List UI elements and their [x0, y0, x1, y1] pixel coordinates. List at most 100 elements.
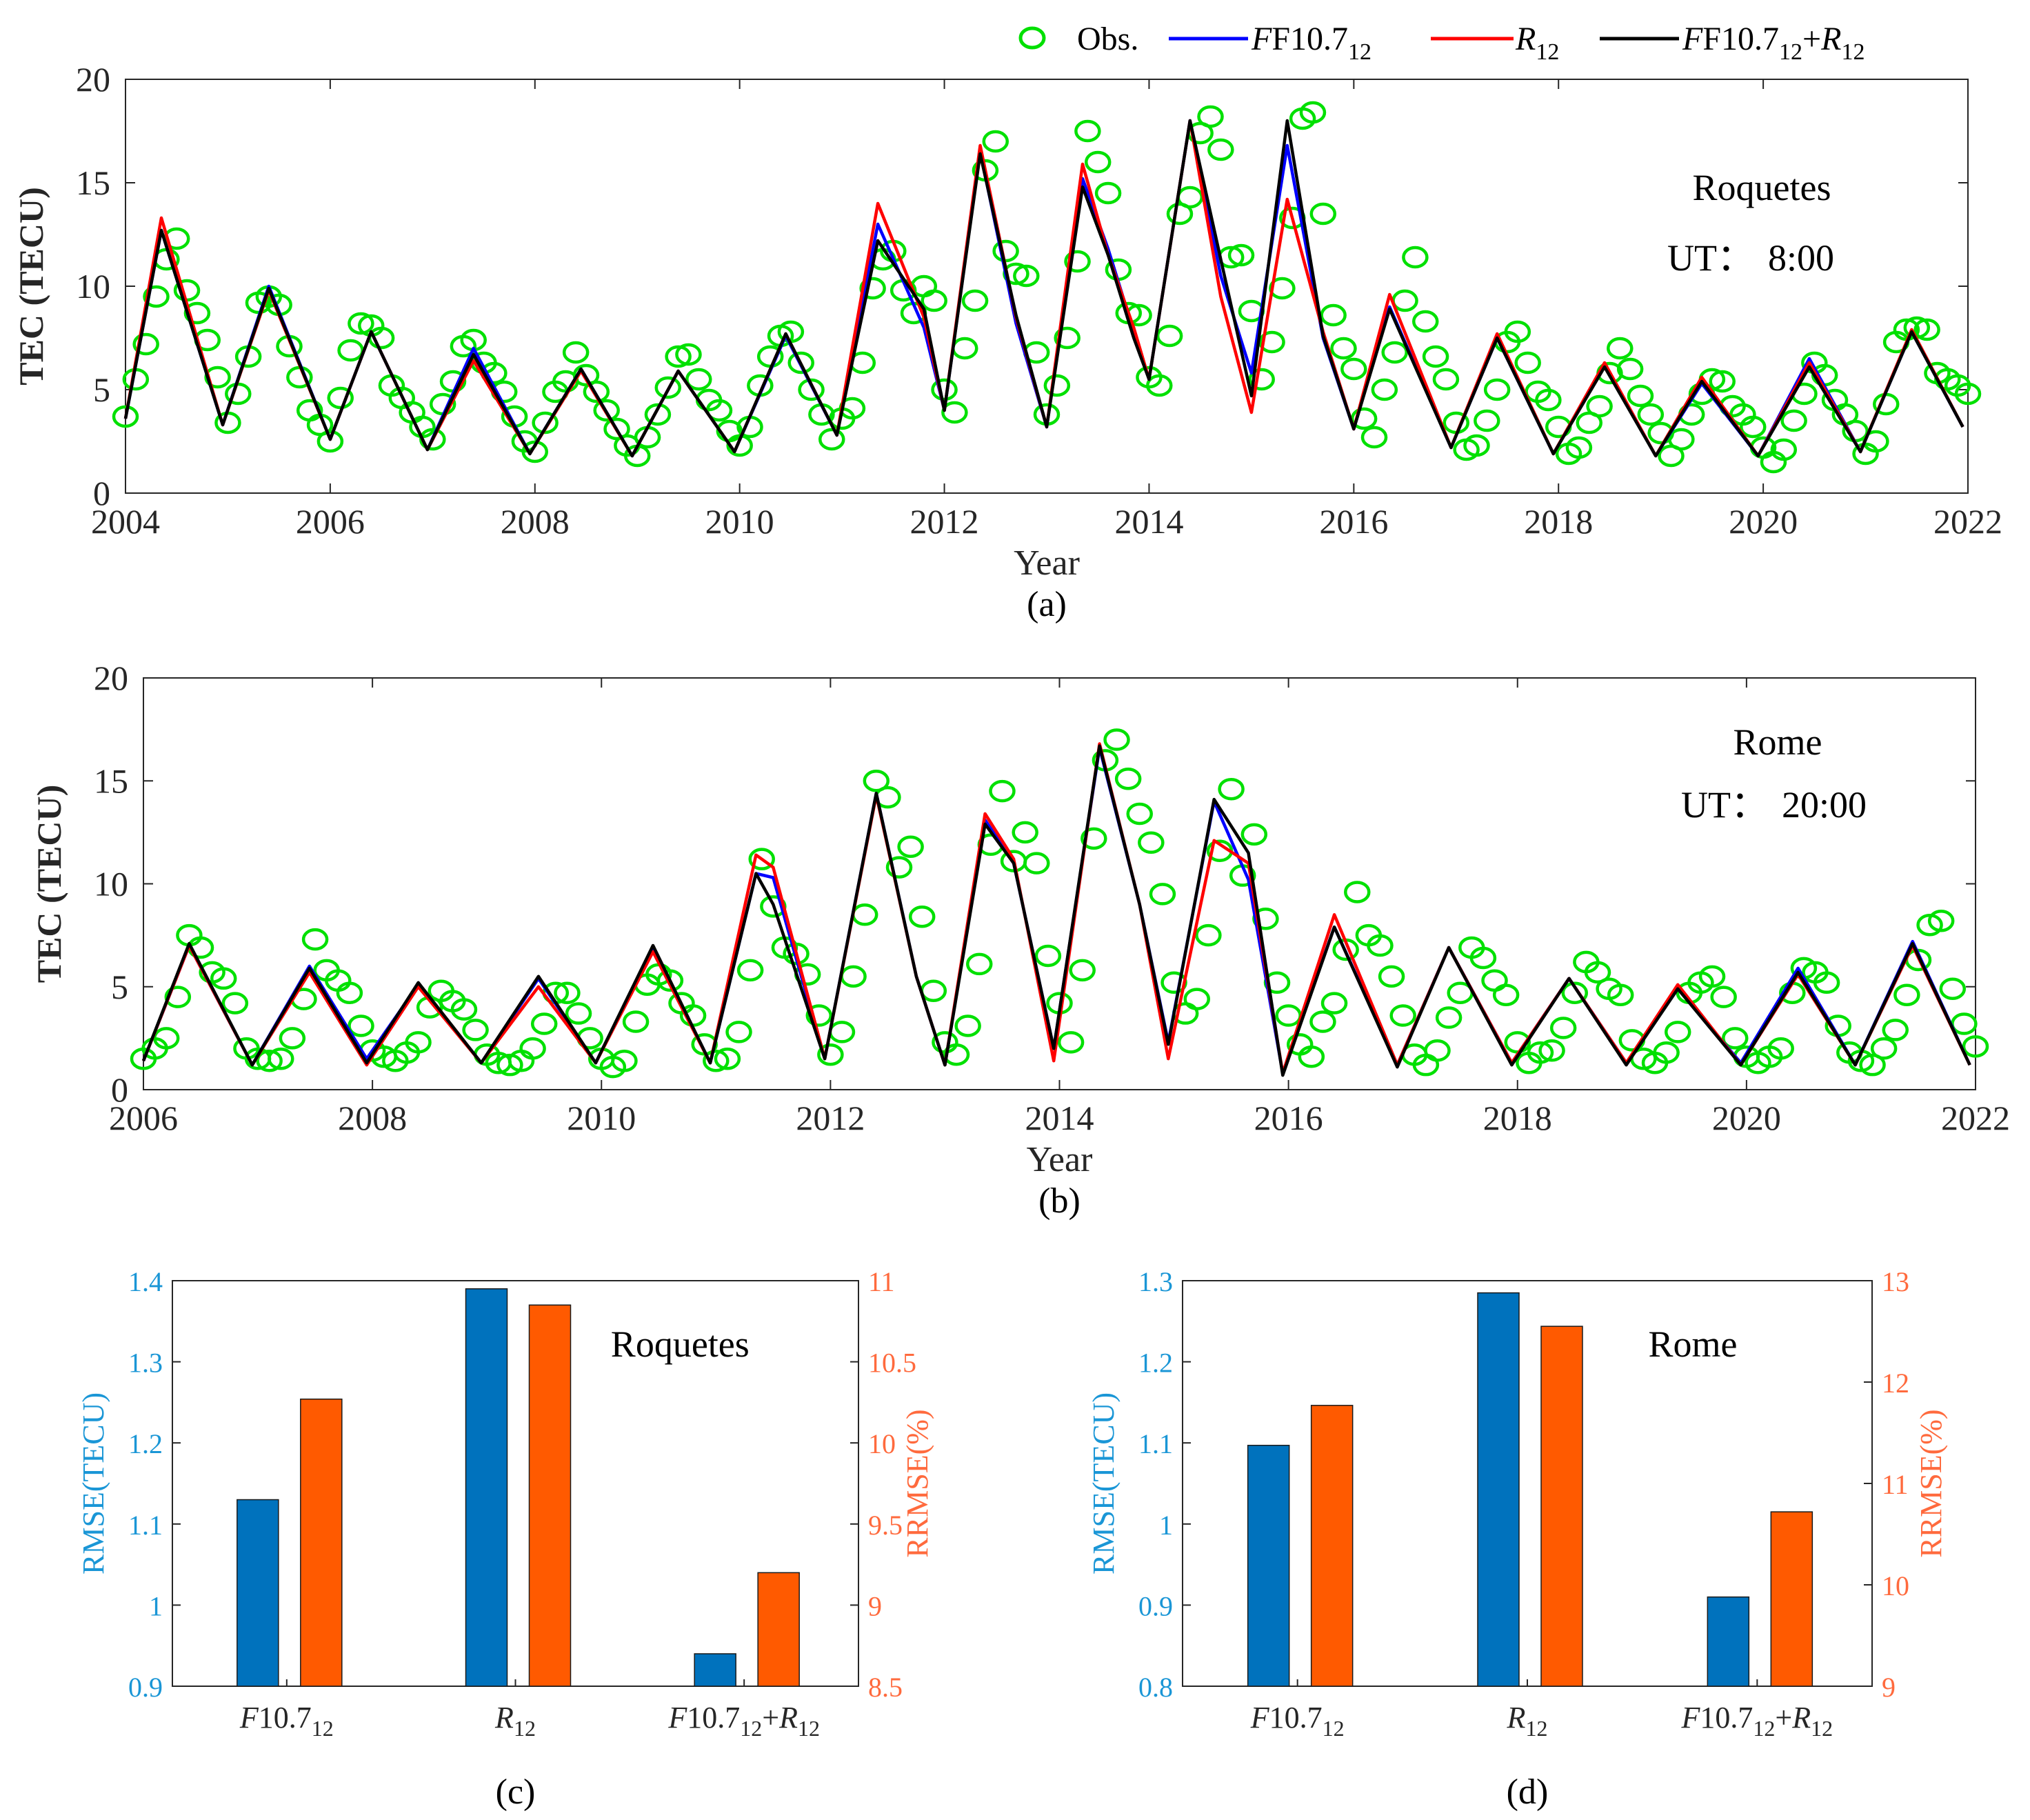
y-tick-label: 0 [111, 1070, 128, 1109]
obs-point [301, 928, 329, 951]
obs-point [336, 981, 363, 1004]
x-tick-label-part: 10.7 [1700, 1701, 1753, 1734]
obs-point [1402, 246, 1429, 269]
legend: Obs. FF10.712 R12 FF10.712+R12 [1018, 21, 1865, 65]
y-axis-label-right: RRMSE(%) [1914, 1409, 1948, 1557]
obs-point [1057, 1031, 1085, 1054]
x-tick-label-part: 12 [514, 1716, 536, 1741]
x-tick-label-part: 12 [1753, 1716, 1775, 1741]
y-tick-label-left: 1.2 [1138, 1348, 1173, 1379]
obs-point [1584, 961, 1611, 984]
y-tick-label-right: 10.5 [868, 1348, 916, 1379]
obs-point [654, 376, 682, 399]
x-tick-label-part: + [1775, 1701, 1792, 1734]
obs-point [703, 1049, 730, 1072]
obs-point [1258, 330, 1285, 354]
obs-point [1549, 1017, 1577, 1039]
obs-point [1367, 934, 1394, 957]
series-line-combo [141, 744, 1971, 1077]
obs-point [817, 1043, 844, 1066]
y-tick-label-left: 0.8 [1138, 1672, 1173, 1703]
obs-point [1126, 802, 1153, 826]
obs-point [279, 1027, 306, 1050]
obs-point [1607, 983, 1634, 1006]
obs-point [1114, 768, 1142, 790]
bar-rmse [237, 1499, 279, 1687]
panel-b-line-chart: 2006 2008 2010 2012 2014 2016 2018 2020 2022 0 5 10… [30, 659, 2010, 1221]
obs-point [943, 1043, 970, 1066]
panel-caption: (c) [496, 1772, 536, 1812]
bar-rrmse [300, 1398, 343, 1687]
panel-c-bar-chart: F10.712 R12 F10.712+R120.911.11.21.31.48.5… [77, 1266, 934, 1812]
x-tick-label-part: F [1250, 1701, 1270, 1734]
obs-point [1381, 341, 1408, 364]
legend-obs-label: Obs. [1077, 21, 1138, 57]
obs-point [268, 1047, 294, 1070]
obs-point [1586, 394, 1613, 418]
x-tick-label: 2008 [338, 1099, 407, 1137]
panel-caption: (d) [1507, 1772, 1549, 1812]
obs-point [1424, 1039, 1451, 1062]
ut-label: UT： 20:00 [1681, 784, 1867, 826]
obs-point [1698, 965, 1726, 988]
obs-point [1298, 1045, 1325, 1068]
panel-caption: (a) [1027, 585, 1067, 624]
bar-rrmse [1540, 1326, 1583, 1687]
y-tick-label-left: 1.3 [128, 1348, 163, 1379]
obs-point [1435, 1006, 1463, 1029]
obs-point [1722, 1027, 1749, 1050]
legend-obs-marker [1018, 26, 1046, 50]
obs-point [562, 341, 590, 364]
y-axis-label: TEC (TECU) [30, 785, 68, 983]
obs-point [1432, 368, 1460, 391]
legend-combo-b: R [1820, 21, 1841, 57]
obs-point [1710, 986, 1737, 1008]
x-tick-label-part: 10.7 [259, 1701, 312, 1734]
panel-caption: (b) [1038, 1181, 1081, 1221]
obs-point [665, 345, 692, 368]
y-tick-label: 15 [76, 163, 110, 202]
obs-point [210, 967, 237, 990]
ut-label-prefix: UT： [1667, 237, 1754, 279]
obs-point [532, 411, 559, 434]
x-tick-label-part: 12 [1323, 1716, 1345, 1741]
obs-point [1538, 1039, 1565, 1062]
obs-point [1616, 357, 1644, 381]
obs-point [1340, 357, 1367, 381]
obs-point [1882, 1019, 1909, 1041]
obs-point [450, 998, 478, 1021]
obs-point [685, 368, 712, 391]
plot-area-a [125, 79, 1969, 494]
bar-rmse [1707, 1596, 1750, 1687]
y-tick-label-right: 8.5 [868, 1672, 903, 1703]
obs-point [1054, 326, 1081, 350]
x-tick-label: 2016 [1319, 502, 1388, 541]
obs-point [863, 770, 890, 792]
y-axis-label-right: RRMSE(%) [901, 1409, 934, 1557]
x-tick-label: 2004 [91, 502, 160, 541]
x-tick-label: 2020 [1712, 1099, 1781, 1137]
obs-point [1389, 1004, 1416, 1027]
obs-point [798, 378, 825, 401]
obs-point [1309, 202, 1337, 226]
y-tick-label: 15 [94, 761, 128, 800]
obs-point [1197, 105, 1224, 128]
obs-point [622, 1010, 650, 1033]
bar-rrmse [528, 1304, 572, 1687]
obs-point [1034, 944, 1062, 968]
obs-point [1269, 277, 1296, 300]
obs-point [1240, 823, 1268, 846]
obs-point [982, 130, 1009, 153]
obs-point [1627, 384, 1654, 408]
obs-point [1023, 852, 1050, 874]
x-tick-label-part: + [762, 1701, 779, 1734]
y-tick-label-right: 9.5 [868, 1510, 903, 1541]
obs-point [1320, 303, 1347, 327]
bar-rrmse [1770, 1511, 1813, 1687]
y-tick-label-right: 11 [868, 1266, 895, 1297]
obs-point [1012, 821, 1038, 844]
obs-point [921, 289, 947, 312]
obs-point [989, 779, 1016, 803]
y-tick-label-right: 9 [1882, 1672, 1896, 1703]
